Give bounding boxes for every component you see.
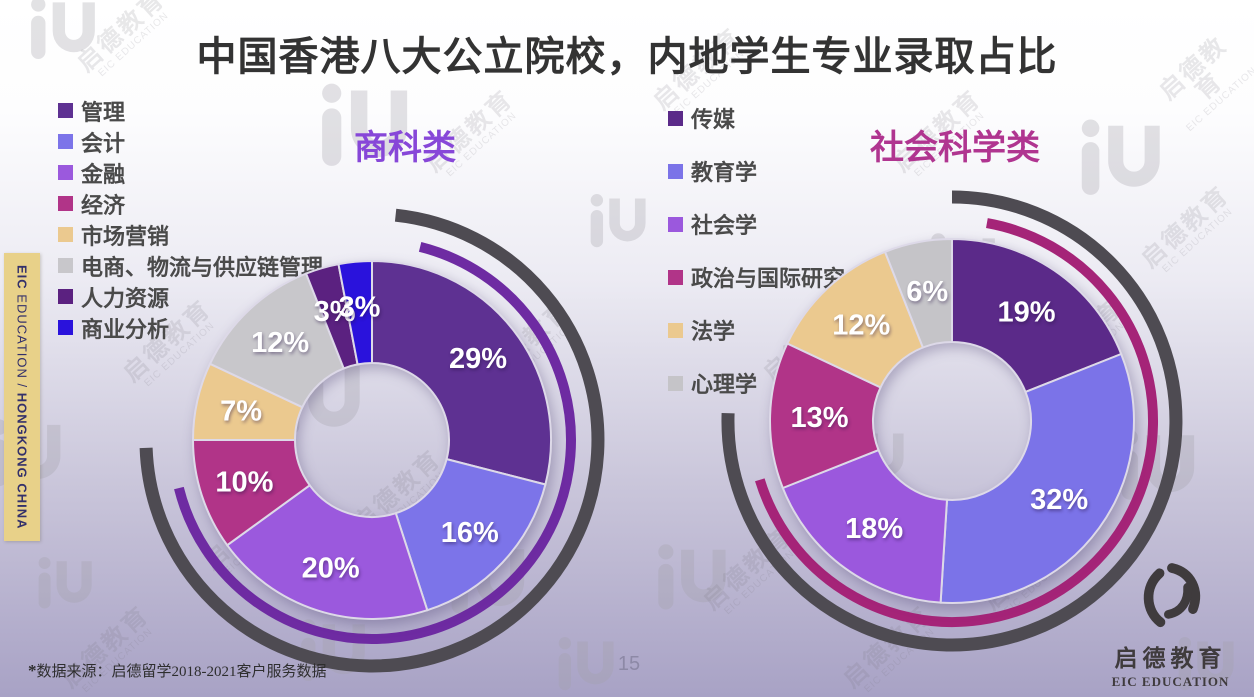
decor-ring [139,208,605,673]
legend-swatch [668,110,683,126]
chart-title-business: 商科类 [354,129,456,167]
slice-value-label: 18% [845,513,903,545]
legend-label: 经济 [81,192,126,218]
legend-swatch [668,269,683,285]
legend-label: 传媒 [691,107,736,132]
legend-label: 教育学 [691,160,758,185]
legend-item: 人力资源 [58,281,323,312]
legend-business: 管理会计金融经济市场营销电商、物流与供应链管理 人力资源商业分析 [58,95,323,343]
brand-logo-en: EIC EDUCATION [1111,674,1230,689]
legend-label: 电商、物流与供应链管理 [81,254,324,280]
legend-label: 管理 [81,99,126,125]
decor-ring [755,218,1159,628]
legend-item: 政治与国际研究 [668,262,845,292]
sidebar-region: HONGKONG CHINA [14,387,30,530]
donut-slice [337,259,373,366]
legend-item: 电商、物流与供应链管理 [58,250,323,281]
donut-1 [769,237,1135,604]
legend-swatch [58,320,73,335]
source-note-text: 数据来源：启德留学2018-2021客户服务数据 [36,664,327,680]
page-number: 15 [617,653,641,675]
donut-slice [951,237,1123,394]
page-title: 中国香港八大公立院校，内地学生专业录取占比 [196,35,1058,79]
legend-swatch [668,163,683,179]
legend-item: 商业分析 [58,312,323,343]
legend-item: 教育学 [668,156,845,186]
sidebar-tab: EIC EDUCATION / HONGKONG CHINA [4,253,40,541]
legend-swatch [668,216,683,232]
legend-label: 社会学 [691,213,758,238]
legend-swatch [58,227,73,242]
slice-value-label: 32% [1030,484,1088,516]
legend-swatch [668,322,683,338]
legend-item: 社会学 [668,209,845,239]
donut-0 [191,259,553,620]
sidebar-brand: EIC [14,264,30,290]
donut-slice [208,272,345,409]
legend-swatch [58,134,73,149]
brand-logo-cn: 启德教育 [1114,645,1227,671]
legend-item: 金融 [58,157,323,188]
legend-label: 心理学 [691,372,758,397]
legend-swatch [668,375,683,391]
legend-label: 金融 [81,161,126,187]
legend-item: 市场营销 [58,219,323,250]
slice-value-label: 12% [832,309,890,341]
legend-label: 政治与国际研究 [691,266,846,291]
slice-value-label: 19% [997,296,1055,328]
legend-item: 会计 [58,126,323,157]
donut-slice [769,342,882,490]
legend-item: 经济 [58,188,323,219]
sidebar-separator: / [14,383,30,388]
slice-value-label: 12% [251,327,309,359]
legend-label: 市场营销 [81,223,170,249]
legend-item: 传媒 [668,103,845,133]
brand-logo: 启德教育 EIC EDUCATION [1098,560,1243,690]
eic-logo-icon [1143,563,1200,628]
legend-item: 心理学 [668,368,845,398]
legend-social-science: 传媒教育学社会学政治与国际研究 法学心理学 [668,103,845,421]
sidebar-vertical-text: EIC EDUCATION / HONGKONG CHINA [15,265,30,530]
legend-swatch [58,165,73,180]
legend-label: 人力资源 [81,285,170,311]
donut-slice [883,237,953,349]
slice-value-label: 20% [302,553,360,585]
legend-swatch [58,289,73,304]
decor-ring [174,242,576,644]
slice-value-label: 6% [906,276,948,308]
decor-ring [721,190,1183,652]
donut-slice [939,352,1135,604]
slice-value-label: 13% [790,402,848,434]
slice-value-label: 3% [338,292,380,324]
legend-label: 会计 [81,130,126,156]
sidebar-brand-rest: EDUCATION [14,289,30,384]
slice-value-label: 16% [441,517,499,549]
chart-title-social-science: 社会科学类 [870,129,1040,167]
donut-slice [225,483,429,620]
legend-swatch [58,103,73,118]
source-note: *数据来源：启德留学2018-2021客户服务数据 [28,660,327,681]
legend-label: 商业分析 [81,316,170,342]
slice-value-label: 10% [215,466,273,498]
donut-slice [394,457,547,612]
legend-swatch [58,196,73,211]
slice-value-label: 7% [220,396,262,428]
donut-slice [371,259,553,486]
slice-value-label: 29% [449,343,507,375]
slice-value-label: 3% [314,296,356,328]
legend-item: 法学 [668,315,845,345]
legend-swatch [58,258,73,273]
donut-slice [781,448,949,604]
legend-item: 管理 [58,95,323,126]
legend-label: 法学 [691,319,736,344]
source-note-mark: * [28,661,37,680]
